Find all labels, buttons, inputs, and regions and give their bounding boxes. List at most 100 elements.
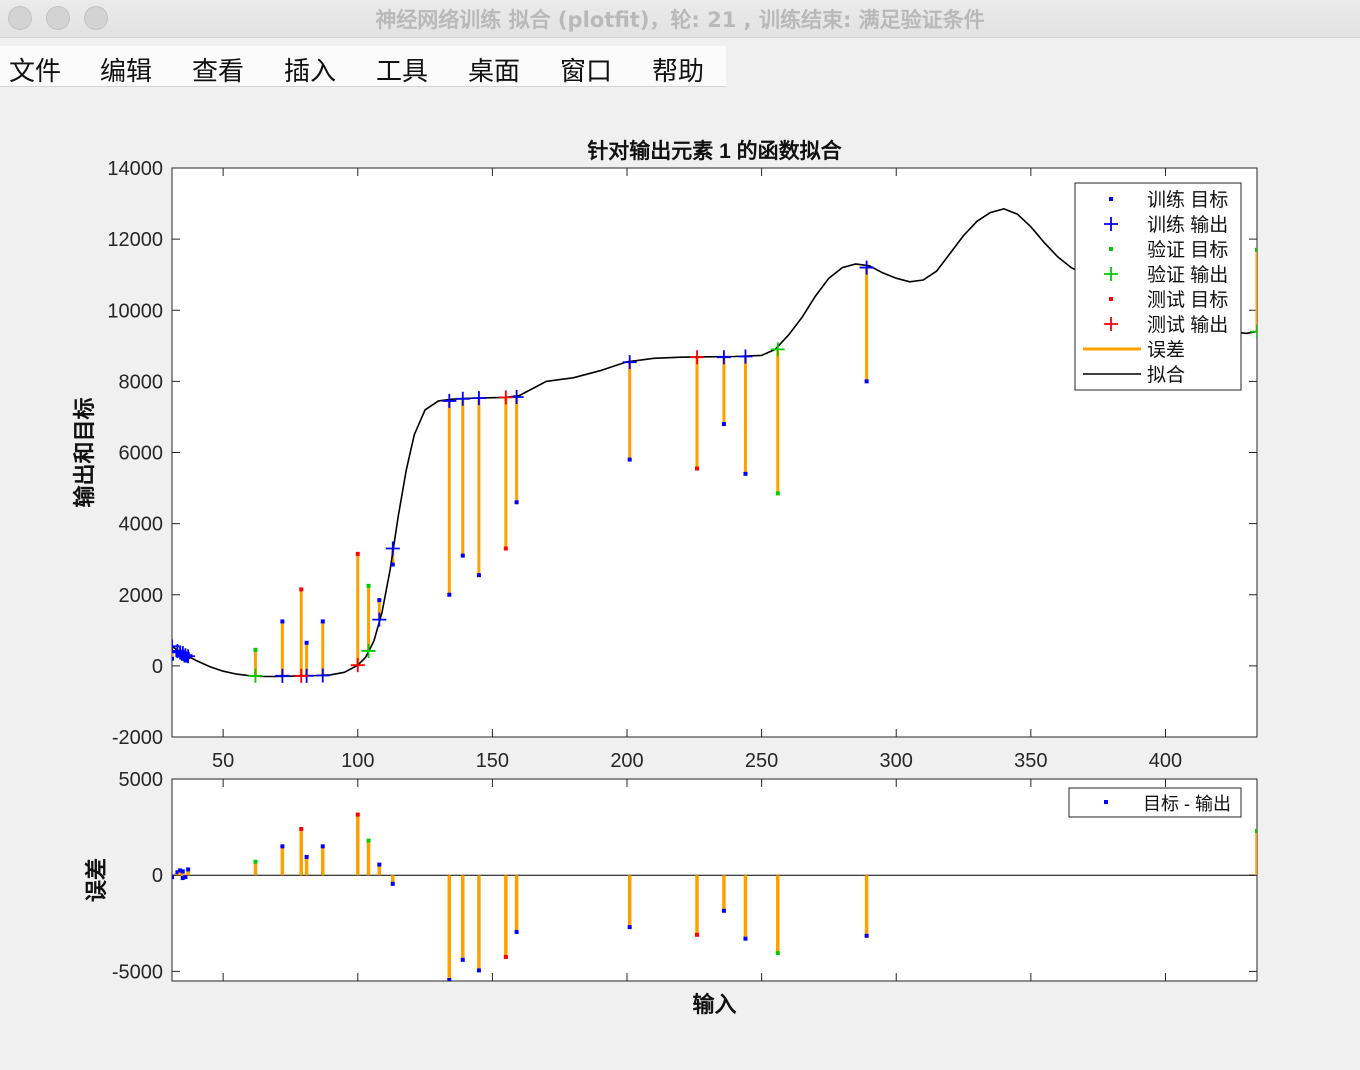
menu-tools[interactable]: 工具: [376, 57, 429, 87]
bottom-y-axis-label: 误差: [84, 858, 109, 902]
test-error-point: [355, 812, 360, 817]
test-output-marker: [498, 390, 513, 405]
train-output-marker: [385, 541, 400, 556]
train-error-point: [627, 925, 632, 930]
train-output-marker: [738, 349, 753, 364]
legend-label: 目标 - 输出: [1143, 794, 1231, 814]
train-error-point: [175, 870, 180, 875]
train-error-point: [186, 867, 191, 872]
menu-edit[interactable]: 编辑: [100, 57, 153, 87]
train-error-point: [743, 936, 748, 941]
menu-window[interactable]: 窗口: [560, 57, 613, 87]
menu-file[interactable]: 文件: [9, 57, 62, 87]
x-tick-label: 400: [1149, 750, 1182, 772]
y-tick-label: -5000: [112, 961, 163, 983]
validation-error-point: [1255, 828, 1257, 833]
validation-target-point: [775, 491, 780, 496]
y-tick-label: 8000: [119, 371, 164, 393]
x-tick-label: 100: [341, 750, 374, 772]
legend-label: 误差: [1147, 339, 1185, 361]
menu-bar: 文件 编辑 查看 插入 工具 桌面 窗口 帮助: [0, 46, 726, 87]
top-y-axis-label: 输出和目标: [72, 397, 97, 507]
legend-label: 验证 目标: [1147, 239, 1228, 261]
legend-label: 拟合: [1147, 364, 1185, 386]
train-target-point: [377, 598, 382, 603]
test-output-marker: [294, 668, 309, 683]
x-tick-label: 50: [212, 750, 234, 772]
bottom-x-axis-label: 输入: [692, 992, 736, 1017]
train-target-point: [447, 592, 452, 597]
train-output-marker: [275, 668, 290, 683]
validation-output-marker: [770, 342, 785, 357]
train-error-point: [514, 929, 519, 934]
validation-error-point: [775, 951, 780, 956]
x-tick-label: 150: [476, 750, 509, 772]
train-output-marker: [455, 391, 470, 406]
train-error-point: [178, 868, 183, 873]
train-target-point: [476, 573, 481, 578]
train-output-marker: [859, 260, 874, 275]
x-tick-label: 200: [610, 750, 643, 772]
y-tick-label: -2000: [112, 727, 163, 749]
close-window-button[interactable]: [8, 6, 32, 30]
y-tick-label: 5000: [119, 769, 164, 791]
legend-symbol: [1109, 247, 1113, 251]
x-tick-label: 250: [745, 750, 778, 772]
legend-symbol: [1109, 197, 1113, 201]
menu-help[interactable]: 帮助: [652, 57, 705, 87]
test-error-point: [299, 827, 304, 832]
y-tick-label: 14000: [107, 158, 163, 180]
train-error-point: [390, 881, 395, 886]
test-output-marker: [690, 350, 704, 365]
legend-symbol: [1104, 317, 1118, 331]
train-output-marker: [471, 391, 486, 406]
train-error-point: [320, 844, 325, 849]
x-tick-label: 300: [880, 750, 913, 772]
legend-label: 训练 输出: [1147, 214, 1228, 236]
test-output-marker: [350, 658, 365, 673]
validation-output-marker: [361, 643, 376, 658]
legend-label: 测试 目标: [1147, 289, 1228, 311]
test-target-point: [503, 546, 508, 551]
legend-label: 测试 输出: [1147, 314, 1228, 336]
train-error-point: [304, 854, 309, 859]
train-output-marker: [181, 649, 196, 664]
window-title: 神经网络训练 拟合 (plotfit)，轮: 21 , 训练结束: 满足验证条件: [375, 8, 985, 32]
y-tick-label: 0: [152, 656, 163, 678]
test-target-point: [299, 587, 304, 592]
train-target-point: [864, 379, 869, 384]
train-error-point: [280, 844, 285, 849]
y-tick-label: 12000: [107, 229, 163, 251]
train-output-marker: [315, 668, 330, 683]
train-error-point: [721, 908, 726, 913]
y-tick-label: 0: [152, 865, 163, 887]
minimize-window-button[interactable]: [46, 6, 70, 30]
train-output-marker: [716, 350, 731, 365]
train-error-point: [180, 876, 185, 881]
legend-label: 训练 目标: [1147, 189, 1228, 211]
train-error-point: [460, 957, 465, 962]
y-tick-label: 4000: [119, 514, 164, 536]
top-chart-title: 针对输出元素 1 的函数拟合: [587, 139, 842, 163]
train-error-point: [447, 978, 452, 981]
legend-label: 验证 输出: [1147, 264, 1228, 286]
legend-symbol: [1104, 800, 1108, 804]
menu-view[interactable]: 查看: [192, 57, 245, 87]
bottom-data-group: [172, 812, 1257, 981]
validation-output-marker: [248, 668, 263, 683]
train-error-point: [476, 968, 481, 973]
train-error-point: [180, 869, 185, 874]
train-target-point: [280, 619, 285, 624]
legend-symbol: [1109, 297, 1113, 301]
y-tick-label: 6000: [119, 443, 164, 465]
menu-insert[interactable]: 插入: [284, 57, 337, 87]
zoom-window-button[interactable]: [84, 6, 108, 30]
train-target-point: [390, 562, 395, 567]
menu-desktop[interactable]: 桌面: [468, 57, 521, 87]
validation-target-point: [253, 647, 258, 652]
train-target-point: [721, 422, 726, 427]
train-error-point: [377, 862, 382, 867]
train-target-point: [304, 640, 309, 645]
train-error-point: [864, 933, 869, 938]
